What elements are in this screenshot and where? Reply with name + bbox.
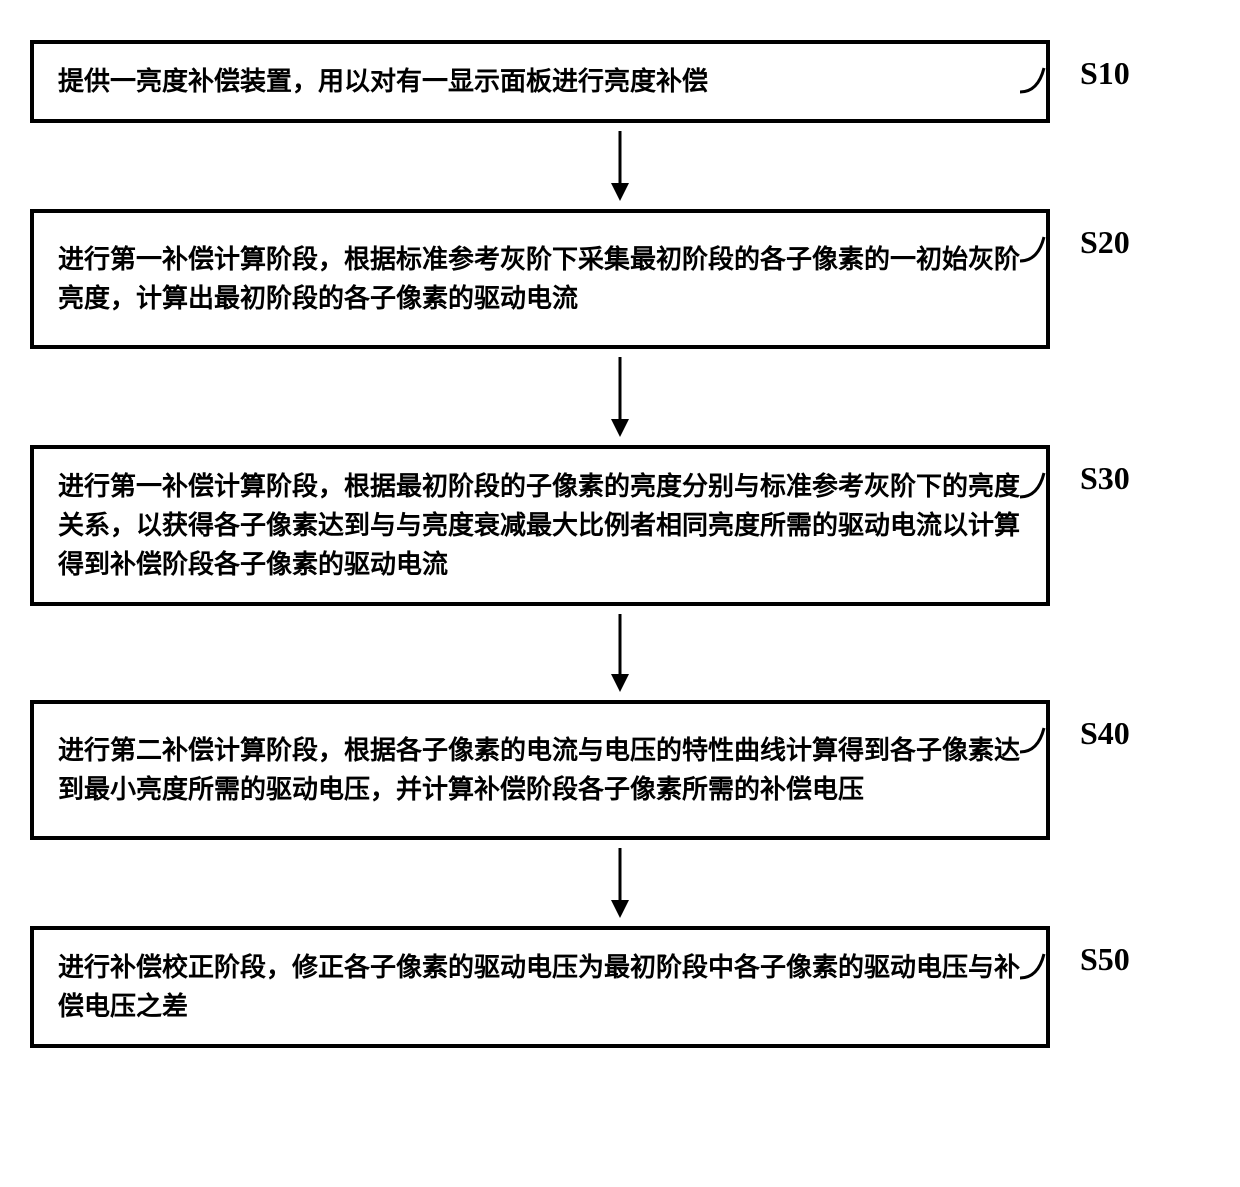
step-text-s50: 进行补偿校正阶段，修正各子像素的驱动电压为最初阶段中各子像素的驱动电压与补偿电压…	[58, 948, 1022, 1026]
arrow-1	[110, 123, 1130, 209]
arrow-2	[110, 349, 1130, 445]
step-box-s10: 提供一亮度补偿装置，用以对有一显示面板进行亮度补偿	[30, 40, 1050, 123]
arrow-4	[110, 840, 1130, 926]
step-label-s50: S50	[1080, 941, 1160, 978]
arrow-3	[110, 606, 1130, 700]
step-text-s40: 进行第二补偿计算阶段，根据各子像素的电流与电压的特性曲线计算得到各子像素达到最小…	[58, 731, 1022, 809]
step-label-s40: S40	[1080, 715, 1160, 752]
connector-s40	[1020, 724, 1050, 754]
step-label-s20: S20	[1080, 224, 1160, 261]
step-text-s20: 进行第一补偿计算阶段，根据标准参考灰阶下采集最初阶段的各子像素的一初始灰阶亮度，…	[58, 240, 1022, 318]
connector-s10	[1020, 64, 1050, 94]
flowchart-container: 提供一亮度补偿装置，用以对有一显示面板进行亮度补偿 S10 进行第一补偿计算阶段…	[30, 40, 1210, 1048]
step-text-s10: 提供一亮度补偿装置，用以对有一显示面板进行亮度补偿	[58, 62, 1022, 101]
connector-s50	[1020, 950, 1050, 980]
step-row-s50: 进行补偿校正阶段，修正各子像素的驱动电压为最初阶段中各子像素的驱动电压与补偿电压…	[30, 926, 1210, 1048]
step-label-s30: S30	[1080, 460, 1160, 497]
step-box-s20: 进行第一补偿计算阶段，根据标准参考灰阶下采集最初阶段的各子像素的一初始灰阶亮度，…	[30, 209, 1050, 349]
step-label-s10: S10	[1080, 55, 1160, 92]
step-row-s10: 提供一亮度补偿装置，用以对有一显示面板进行亮度补偿 S10	[30, 40, 1210, 123]
step-row-s20: 进行第一补偿计算阶段，根据标准参考灰阶下采集最初阶段的各子像素的一初始灰阶亮度，…	[30, 209, 1210, 349]
step-box-s30: 进行第一补偿计算阶段，根据最初阶段的子像素的亮度分别与标准参考灰阶下的亮度关系，…	[30, 445, 1050, 606]
step-text-s30: 进行第一补偿计算阶段，根据最初阶段的子像素的亮度分别与标准参考灰阶下的亮度关系，…	[58, 467, 1022, 584]
connector-s20	[1020, 233, 1050, 263]
step-row-s40: 进行第二补偿计算阶段，根据各子像素的电流与电压的特性曲线计算得到各子像素达到最小…	[30, 700, 1210, 840]
connector-s30	[1020, 469, 1050, 499]
step-box-s50: 进行补偿校正阶段，修正各子像素的驱动电压为最初阶段中各子像素的驱动电压与补偿电压…	[30, 926, 1050, 1048]
step-box-s40: 进行第二补偿计算阶段，根据各子像素的电流与电压的特性曲线计算得到各子像素达到最小…	[30, 700, 1050, 840]
step-row-s30: 进行第一补偿计算阶段，根据最初阶段的子像素的亮度分别与标准参考灰阶下的亮度关系，…	[30, 445, 1210, 606]
